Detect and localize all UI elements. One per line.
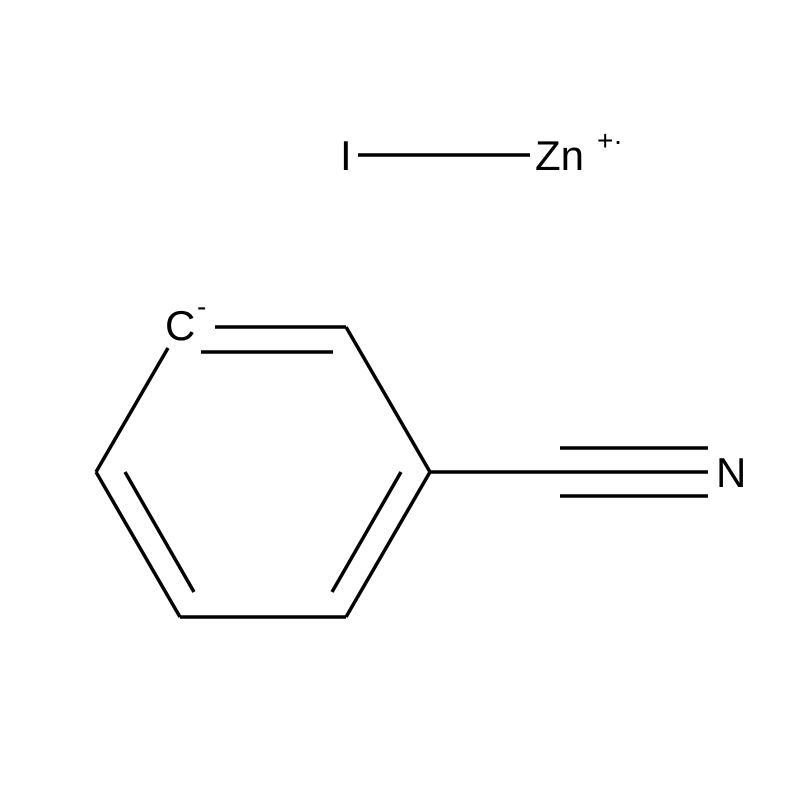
atom-label-N: N [716, 449, 746, 496]
bond-line [332, 472, 401, 592]
atom-superscript-C_anion: - [197, 291, 206, 322]
atom-superscript-Zn: +· [597, 125, 623, 156]
labels-group: I Zn +· C- N [165, 125, 746, 496]
bond-line [125, 472, 194, 592]
bond-line [346, 327, 430, 472]
molecule-diagram: I Zn +· C- N [0, 0, 800, 800]
atom-label-C_anion: C [165, 302, 195, 349]
bond-line [96, 348, 168, 472]
atom-label-Zn: Zn [535, 132, 584, 179]
atom-label-I: I [340, 132, 352, 179]
bonds-group [96, 155, 708, 617]
